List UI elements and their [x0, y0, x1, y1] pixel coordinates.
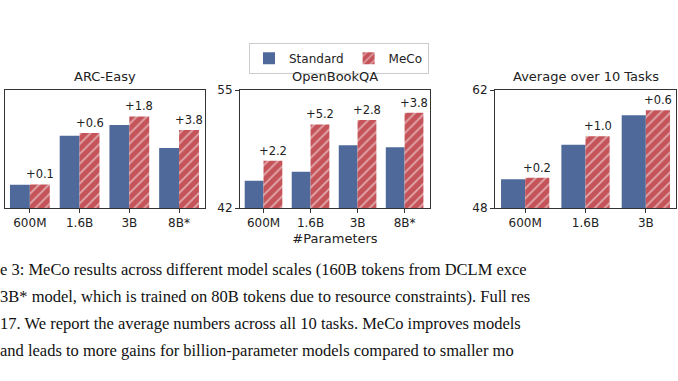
svg-text:3B: 3B — [121, 216, 137, 230]
svg-text:+5.2: +5.2 — [306, 107, 334, 121]
svg-text:8B*: 8B* — [168, 216, 190, 230]
svg-text:3B: 3B — [350, 216, 366, 230]
html-text:and leads to more gains for bi: and leads to more gains for billion-para… — [0, 341, 514, 360]
html-text:17. We report the average numb: 17. We report the average numbers across… — [0, 314, 521, 333]
svg-text:1.6B: 1.6B — [297, 216, 324, 230]
svg-text:600M: 600M — [247, 216, 280, 230]
svg-text:+3.8: +3.8 — [400, 96, 428, 110]
svg-text:55: 55 — [217, 83, 232, 97]
svg-text:+0.2: +0.2 — [523, 161, 551, 175]
svg-text:+0.1: +0.1 — [26, 167, 54, 181]
svg-text:+0.6: +0.6 — [76, 116, 104, 130]
svg-text:OpenBookQA: OpenBookQA — [292, 69, 378, 84]
svg-text:+1.8: +1.8 — [125, 99, 153, 113]
svg-text:Average over 10 Tasks: Average over 10 Tasks — [513, 69, 659, 84]
svg-text:Standard: Standard — [289, 52, 344, 66]
svg-text:+3.8: +3.8 — [175, 113, 203, 127]
svg-text:ARC-Easy: ARC-Easy — [74, 69, 136, 84]
svg-text:48: 48 — [472, 201, 487, 215]
svg-text:+2.2: +2.2 — [259, 144, 287, 158]
svg-text:+2.8: +2.8 — [353, 103, 381, 117]
svg-text:#Parameters: #Parameters — [292, 231, 378, 246]
svg-text:62: 62 — [472, 83, 487, 97]
html-text:3B* model, which is trained on: 3B* model, which is trained on 80B token… — [0, 287, 531, 306]
svg-text:8B*: 8B* — [394, 216, 416, 230]
svg-text:+0.6: +0.6 — [644, 93, 672, 107]
svg-text:1.6B: 1.6B — [572, 216, 599, 230]
svg-text:+1.0: +1.0 — [584, 119, 612, 133]
html-text:e 3: MeCo results across diffe: e 3: MeCo results across different model… — [0, 260, 527, 279]
svg-text:3B: 3B — [638, 216, 654, 230]
svg-text:1.6B: 1.6B — [66, 216, 93, 230]
svg-text:600M: 600M — [509, 216, 542, 230]
svg-text:600M: 600M — [13, 216, 46, 230]
svg-text:MeCo: MeCo — [389, 52, 422, 66]
svg-text:42: 42 — [217, 201, 232, 215]
